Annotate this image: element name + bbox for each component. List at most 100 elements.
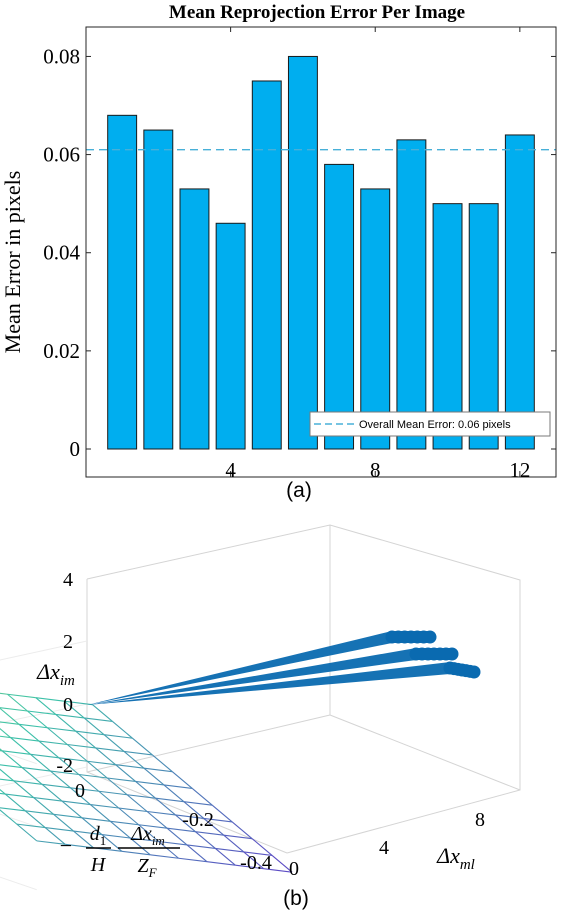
surface-gridline: [16, 823, 38, 842]
bar: [468, 203, 499, 450]
surface-gridline: [107, 777, 136, 783]
y-label-frac2-den-sub: F: [148, 865, 158, 880]
surface-gridline: [47, 727, 76, 732]
surface-gridline: [70, 787, 99, 792]
surface-gridline: [50, 770, 79, 776]
surface-gridline: [75, 730, 105, 736]
y-axis-label: − d1 H Δxim ZF: [60, 823, 180, 880]
surface-gridline: [101, 834, 131, 839]
surface-gridline: [123, 750, 153, 756]
surface-gridline: [127, 794, 156, 799]
surface-gridline: [64, 700, 93, 706]
surface-gridline: [30, 753, 59, 759]
surface-gridline: [110, 820, 139, 826]
surface-gridline: [0, 727, 11, 738]
surface-gridline: [158, 841, 179, 859]
surface-gridline: [130, 837, 159, 843]
z-axis-label: Δxim: [36, 659, 75, 689]
surface-gridline: [115, 764, 136, 782]
bar: [215, 222, 246, 450]
surface-gridline: [41, 783, 63, 802]
surface-mesh: [0, 692, 293, 873]
surface-gridline: [158, 840, 188, 846]
svg-text:Δxml: Δxml: [436, 843, 475, 873]
surface-gridline: [0, 807, 26, 812]
surface-gridline: [195, 831, 224, 836]
surface-gridline: [231, 821, 253, 840]
surface-gridline: [7, 693, 36, 699]
y-tick-label: 0.04: [43, 241, 80, 265]
y-tick-label: 0.02: [43, 339, 80, 363]
surface-gridline: [18, 723, 48, 729]
surface-gridline: [103, 734, 125, 752]
surface-gridline: [41, 783, 71, 789]
surface-gridline: [211, 804, 233, 823]
surface-gridline: [215, 847, 244, 853]
x-tick-label: 12: [509, 458, 530, 482]
surface-gridline: [191, 787, 213, 806]
y-label-frac1-den: H: [90, 854, 107, 876]
surface-gridline: [0, 721, 20, 725]
y-tick-label: -0.2: [182, 809, 214, 831]
surface-gridline: [263, 868, 293, 873]
x-tick-labels: 4 8 12: [225, 458, 530, 482]
bar: [287, 55, 318, 450]
surface-gridline: [118, 807, 148, 813]
axes: [85, 26, 557, 478]
surface-gridline: [115, 764, 145, 769]
surface-gridline: [45, 827, 74, 832]
surface-gridline: [50, 770, 71, 789]
surface-gridline: [81, 817, 103, 835]
svg-text:Δxim: Δxim: [130, 823, 165, 848]
y-tick-label: 0.06: [43, 143, 80, 167]
surface-gridline: [44, 827, 66, 845]
bar: [504, 134, 535, 450]
box-floor-edge-1: [86, 714, 331, 773]
y-tick-label: 0: [75, 780, 85, 802]
surface-gridline: [251, 838, 273, 856]
svg-text:ZF: ZF: [137, 855, 157, 880]
surface-gridline: [106, 777, 128, 796]
surface-gridline: [0, 735, 11, 739]
surface-gridline: [33, 797, 63, 802]
surface-gridline: [55, 714, 77, 732]
surface-gridline: [129, 837, 151, 856]
surface-gridline: [186, 844, 208, 863]
surface-gridline: [203, 818, 225, 836]
y-label-frac1-num: d: [90, 823, 101, 845]
scatter-band: [87, 648, 452, 705]
surface-gridline: [235, 864, 264, 870]
x-tick-label: 4: [379, 837, 389, 859]
surface-gridline: [183, 801, 213, 806]
surface-gridline: [33, 797, 54, 815]
surface-gridline: [223, 834, 253, 840]
surface-gridline: [4, 793, 26, 812]
z-tick-label: 0: [63, 694, 73, 716]
surface-gridline: [0, 792, 6, 795]
bars: [107, 55, 535, 450]
surface-gridline: [175, 814, 196, 833]
x-tick-label: 0: [289, 858, 299, 880]
bar: [396, 139, 427, 450]
z-tick-label: -2: [56, 755, 73, 777]
surface-gridline: [10, 736, 40, 742]
legend-label: Overall Mean Error: 0.06 pixels: [359, 419, 511, 431]
x-tick-label: 8: [475, 809, 485, 831]
y-label-frac2-num-sub: im: [152, 833, 165, 848]
surface-gridline: [10, 737, 31, 755]
tick-labels: 420-20-0.2-0.4 048: [56, 569, 485, 880]
surface-gridline: [0, 707, 28, 712]
surface-gridline: [35, 697, 65, 702]
surface-gridline: [84, 717, 113, 722]
surface-gridline: [171, 771, 193, 789]
z-tick-label: 2: [63, 631, 73, 653]
surface-gridline: [138, 824, 159, 842]
surface-gridline: [243, 851, 273, 856]
y-label-minus: −: [60, 833, 72, 858]
surface-gridline: [98, 790, 128, 796]
svg-text:d1: d1: [90, 823, 107, 848]
x-label-base: Δx: [436, 843, 460, 868]
surface-gridline: [95, 747, 125, 752]
y-tick-label: 0: [70, 437, 81, 461]
